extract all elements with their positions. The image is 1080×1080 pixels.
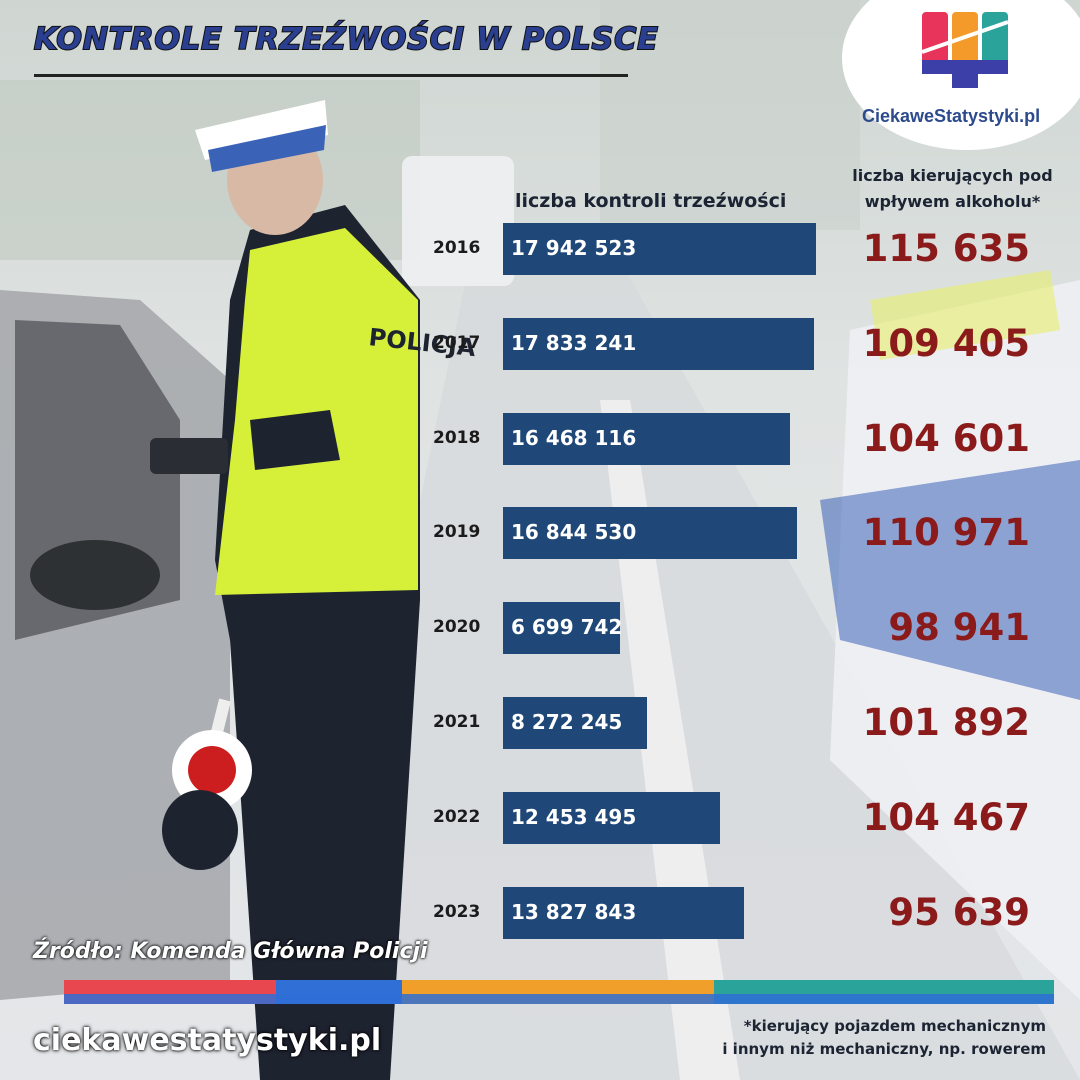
- drunk-header-line-1: liczba kierujących pod: [852, 166, 1053, 185]
- year-label-2019: 2019: [433, 522, 481, 543]
- drunk-drivers-value-2016: 115 635: [862, 227, 1030, 270]
- drunk-drivers-value-2019: 110 971: [862, 511, 1030, 555]
- drunk-drivers-value-2017: 109 405: [862, 321, 1030, 365]
- footnote: *kierujący pojazdem mechanicznym i innym…: [646, 1015, 1046, 1061]
- controls-header: liczba kontroli trzeźwości: [515, 190, 787, 212]
- year-label-2023: 2023: [433, 901, 481, 922]
- year-label-2018: 2018: [433, 427, 481, 448]
- bar-value-label-2016: 17 942 523: [511, 236, 637, 260]
- logo: [842, 0, 1080, 150]
- bar-2021: [503, 697, 647, 749]
- bar-value-label-2019: 16 844 530: [511, 520, 637, 545]
- source-note: Źródło: Komenda Główna Policji: [33, 939, 428, 964]
- drunk-header-line-2: wpływem alkoholu*: [864, 192, 1041, 211]
- bar-value-label-2022: 12 453 495: [511, 804, 637, 829]
- logo-text: CiekaweStatystyki.pl: [862, 106, 1041, 126]
- year-label-2022: 2022: [433, 806, 481, 827]
- bar-2019: [503, 507, 797, 560]
- footnote-line-1: *kierujący pojazdem mechanicznym: [743, 1017, 1046, 1035]
- page-title: KONTROLE TRZEŹWOŚCI W POLSCE: [33, 21, 659, 58]
- bar-2018: [503, 412, 790, 465]
- drunk-drivers-value-2023: 95 639: [888, 890, 1030, 934]
- year-label-2016: 2016: [433, 238, 481, 258]
- drunk-drivers-value-2020: 98 941: [888, 606, 1030, 650]
- bar-2022: [503, 791, 720, 844]
- year-label-2017: 2017: [433, 332, 481, 353]
- title-underline: [34, 74, 628, 77]
- website-url: ciekawestatystyki.pl: [33, 1023, 382, 1058]
- bar-2023: [503, 886, 744, 939]
- bar-value-label-2021: 8 272 245: [511, 710, 623, 734]
- bar-2020: [503, 602, 620, 655]
- drunk-drivers-header: liczba kierujących pod wpływem alkoholu*: [845, 163, 1060, 215]
- year-label-2021: 2021: [433, 712, 481, 732]
- bar-value-label-2017: 17 833 241: [511, 330, 637, 355]
- year-label-2020: 2020: [433, 617, 481, 638]
- footnote-line-2: i innym niż mechaniczny, np. rowerem: [722, 1040, 1046, 1058]
- drunk-drivers-value-2022: 104 467: [862, 795, 1030, 839]
- bar-value-label-2023: 13 827 843: [511, 899, 637, 924]
- color-stripe-shadow: [64, 994, 1054, 1004]
- bar-value-label-2018: 16 468 116: [511, 425, 637, 450]
- bar-2016: [503, 223, 816, 275]
- bar-2017: [503, 317, 814, 370]
- drunk-drivers-value-2018: 104 601: [862, 416, 1030, 460]
- drunk-drivers-value-2021: 101 892: [862, 701, 1030, 744]
- bar-value-label-2020: 6 699 742: [511, 615, 623, 640]
